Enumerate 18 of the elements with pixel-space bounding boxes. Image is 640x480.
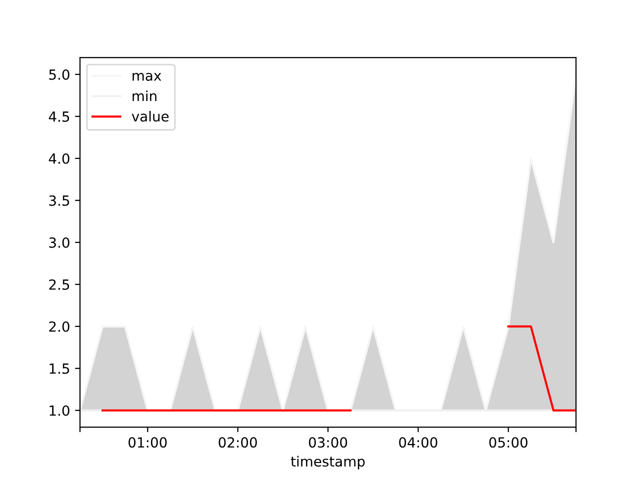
x-tick-label: 04:00 xyxy=(399,437,438,448)
y-tick-label: 5.0 xyxy=(49,69,70,80)
legend-label: value xyxy=(132,110,169,122)
x-tick-label: 05:00 xyxy=(489,437,528,448)
y-tick-label: 2.5 xyxy=(49,279,70,290)
y-tick-label: 2.0 xyxy=(49,321,70,332)
x-axis-title: timestamp xyxy=(290,456,365,470)
legend-label: max xyxy=(132,72,162,81)
y-tick-label: 3.0 xyxy=(49,237,70,248)
legend-label: min xyxy=(132,90,156,102)
y-tick-label: 3.5 xyxy=(49,195,70,206)
x-tick-label: 01:00 xyxy=(128,437,167,448)
x-tick-label: 02:00 xyxy=(218,437,257,448)
x-tick-label: 03:00 xyxy=(308,437,348,448)
y-tick-label: 4.0 xyxy=(48,153,70,164)
y-tick-label: 4.5 xyxy=(48,112,70,122)
y-tick-label: 1.5 xyxy=(50,364,70,374)
y-tick-label: 1.0 xyxy=(50,405,70,416)
